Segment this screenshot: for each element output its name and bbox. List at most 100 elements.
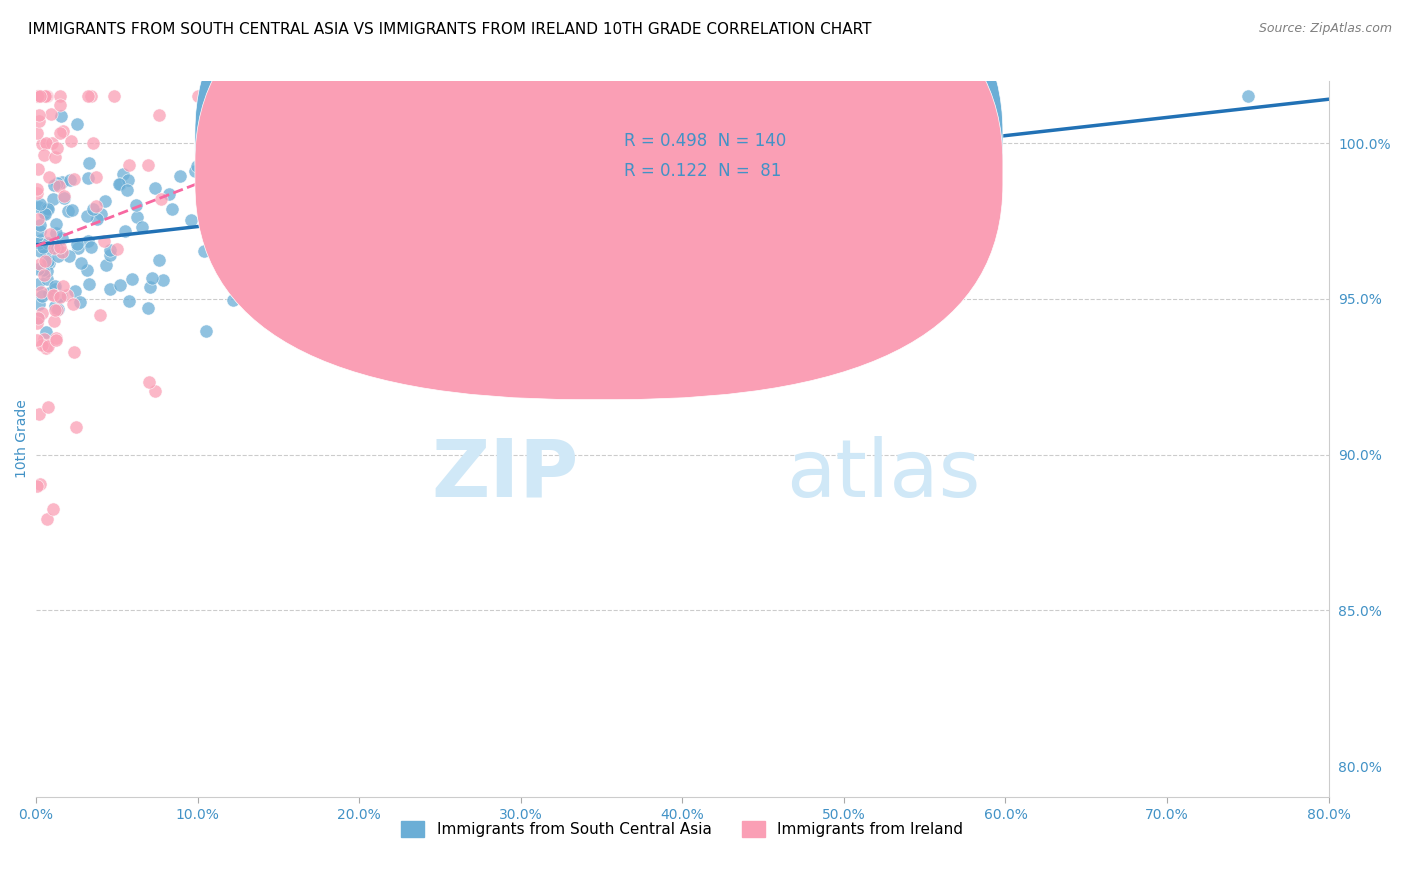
Point [148, 108, 170, 122]
Point [52, 189, 75, 203]
Point [28, 297, 51, 311]
Point [51, 231, 73, 245]
Point [44, 288, 66, 302]
Point [32, 332, 55, 346]
Point [453, 187, 475, 202]
Point [152, 273, 174, 287]
Point [35, 89, 58, 103]
Point [45, 141, 67, 155]
Point [46, 301, 69, 316]
Point [63, 284, 86, 298]
Point [65, 419, 87, 434]
Point [37, 339, 59, 353]
Point [538, 248, 561, 262]
Point [44, 282, 66, 296]
Point [103, 89, 125, 103]
Point [69, 294, 91, 309]
Point [51, 175, 73, 189]
Point [44, 241, 66, 255]
Point [27, 89, 49, 103]
Text: ZIP: ZIP [432, 436, 579, 514]
Point [352, 252, 374, 267]
Point [62, 172, 84, 186]
Point [115, 183, 138, 197]
Point [49, 290, 72, 304]
Point [416, 174, 439, 188]
Point [48, 179, 70, 194]
Point [118, 158, 141, 172]
Point [136, 158, 159, 172]
Point [66, 117, 89, 131]
Point [42, 502, 65, 516]
Point [46, 240, 69, 254]
Point [77, 234, 100, 248]
Point [30, 285, 52, 299]
Point [215, 192, 238, 206]
Point [160, 202, 183, 217]
Point [37, 89, 59, 103]
Point [34, 89, 56, 103]
FancyBboxPatch shape [195, 0, 1002, 369]
Point [108, 277, 131, 292]
Point [38, 227, 60, 241]
Point [52, 191, 75, 205]
Point [803, 145, 825, 160]
Point [28, 89, 51, 103]
Point [38, 286, 60, 301]
Point [28, 113, 51, 128]
Point [34, 254, 56, 268]
Point [48, 289, 70, 303]
Point [527, 190, 550, 204]
Point [98, 243, 121, 257]
Point [45, 303, 67, 318]
Point [66, 241, 89, 255]
Point [35, 511, 58, 525]
Point [652, 246, 675, 260]
Point [32, 268, 55, 282]
Point [27, 212, 49, 227]
Point [66, 236, 89, 251]
Point [222, 293, 245, 307]
Point [117, 173, 139, 187]
Point [28, 257, 51, 271]
Point [222, 222, 245, 236]
Point [84, 199, 107, 213]
Point [93, 234, 115, 248]
Point [270, 165, 292, 179]
Point [60, 202, 83, 217]
Point [589, 163, 612, 178]
Point [114, 224, 136, 238]
Point [25, 186, 48, 200]
Point [79, 89, 101, 103]
Point [125, 198, 148, 212]
Point [34, 206, 56, 220]
Point [27, 277, 49, 291]
Point [44, 303, 66, 318]
Text: atlas: atlas [786, 436, 980, 514]
Point [27, 161, 49, 176]
Point [183, 163, 205, 178]
Point [311, 148, 333, 162]
Point [157, 187, 180, 202]
Point [238, 177, 260, 191]
Point [76, 209, 98, 223]
Point [399, 249, 422, 263]
Point [752, 122, 775, 136]
Point [270, 171, 292, 186]
Point [35, 201, 58, 215]
Point [25, 181, 48, 195]
Point [28, 408, 51, 422]
Point [25, 479, 48, 493]
Point [77, 89, 100, 103]
Point [34, 244, 56, 259]
Point [49, 240, 72, 254]
Point [37, 271, 59, 285]
Point [52, 124, 75, 138]
Point [80, 240, 103, 254]
Point [49, 126, 72, 140]
Point [810, 176, 832, 190]
Point [27, 200, 49, 214]
Point [41, 136, 63, 150]
Point [110, 178, 132, 192]
Point [89, 308, 111, 322]
